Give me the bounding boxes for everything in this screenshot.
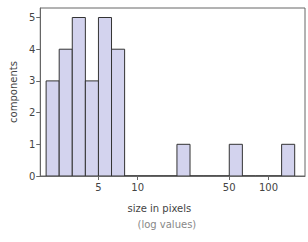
svg-text:components: components xyxy=(8,61,19,123)
svg-text:5: 5 xyxy=(95,182,101,193)
svg-text:4: 4 xyxy=(29,44,35,55)
svg-text:50: 50 xyxy=(223,182,236,193)
svg-text:1: 1 xyxy=(29,139,35,150)
svg-text:2: 2 xyxy=(29,107,35,118)
svg-text:3: 3 xyxy=(29,75,35,86)
svg-text:5: 5 xyxy=(29,12,35,23)
svg-text:0: 0 xyxy=(29,171,35,182)
svg-text:10: 10 xyxy=(131,182,144,193)
svg-text:100: 100 xyxy=(259,182,278,193)
svg-text:(log values): (log values) xyxy=(138,219,197,230)
svg-text:size in pixels: size in pixels xyxy=(128,203,192,214)
